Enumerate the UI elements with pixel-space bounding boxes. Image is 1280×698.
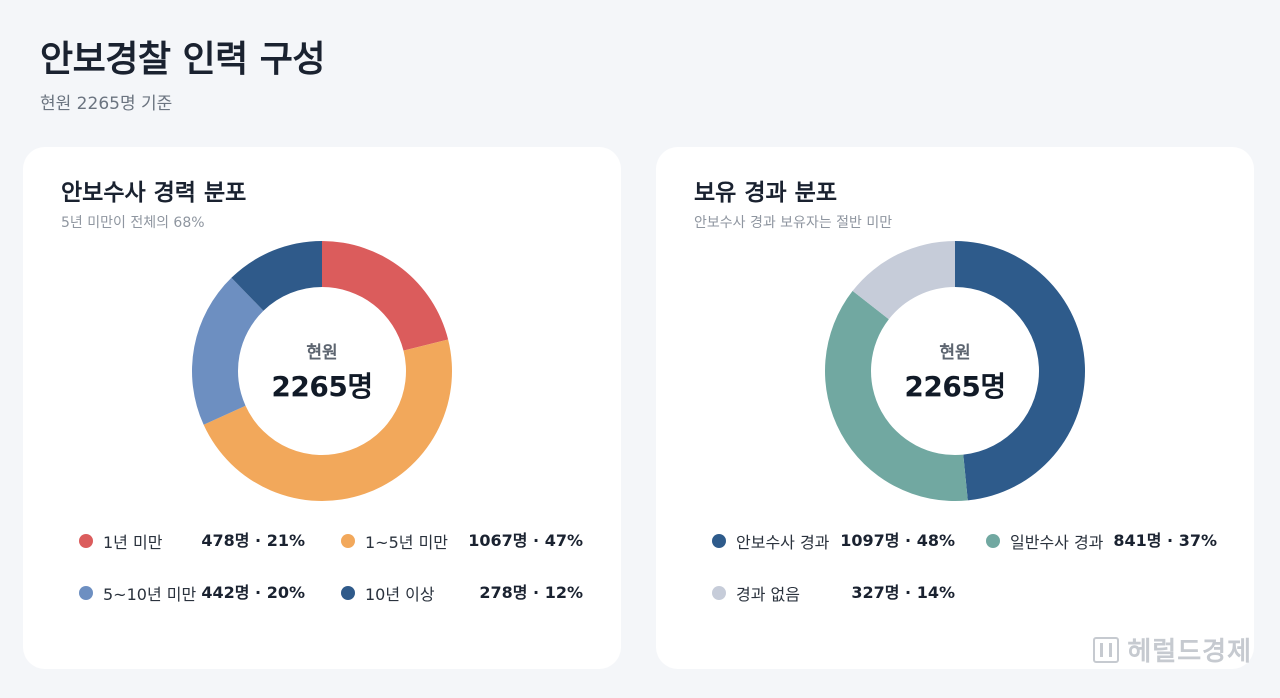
- legend-value: 278명 · 12%: [479, 583, 583, 602]
- legend-label: 10년 이상: [365, 585, 435, 604]
- legend-value: 442명 · 20%: [201, 583, 305, 602]
- publisher-logo-icon: [1093, 636, 1120, 663]
- legend-value: 841명 · 37%: [1113, 531, 1217, 550]
- legend-swatch: [341, 586, 355, 600]
- legend-item: 1년 미만 478명 · 21%: [79, 529, 305, 553]
- track-donut-chart: 현원 2265명: [824, 240, 1086, 502]
- donut-slice-4: [231, 241, 322, 311]
- legend-item: 경과 없음 327명 · 14%: [712, 581, 955, 605]
- track-distribution-card: 보유 경과 분포 안보수사 경과 보유자는 절반 미만 현원 2265명 안보수…: [656, 147, 1254, 669]
- card-title: 보유 경과 분포: [694, 180, 837, 206]
- donut-slice-1: [955, 241, 1085, 501]
- legend-swatch: [341, 534, 355, 548]
- legend-label: 일반수사 경과: [1010, 533, 1104, 552]
- legend-value: 478명 · 21%: [201, 531, 305, 550]
- legend-value: 1067명 · 47%: [468, 531, 583, 550]
- legend-item: 5~10년 미만 442명 · 20%: [79, 581, 305, 605]
- legend-swatch: [79, 586, 93, 600]
- donut-slice-3: [192, 277, 264, 425]
- legend-item: 안보수사 경과 1097명 · 48%: [712, 529, 955, 553]
- legend-label: 1~5년 미만: [365, 533, 449, 552]
- donut-slice-1: [322, 241, 449, 351]
- legend-swatch: [986, 534, 1000, 548]
- legend-value: 1097명 · 48%: [840, 531, 955, 550]
- legend-label: 경과 없음: [736, 585, 800, 604]
- card-subtitle: 5년 미만이 전체의 68%: [61, 215, 205, 231]
- legend-swatch: [79, 534, 93, 548]
- career-distribution-card: 안보수사 경력 분포 5년 미만이 전체의 68% 현원 2265명 1년 미만…: [23, 147, 621, 669]
- legend-swatch: [712, 534, 726, 548]
- legend-label: 1년 미만: [103, 533, 163, 552]
- card-title: 안보수사 경력 분포: [61, 180, 247, 206]
- legend-label: 5~10년 미만: [103, 585, 197, 604]
- legend-value: 327명 · 14%: [851, 583, 955, 602]
- legend-item: 1~5년 미만 1067명 · 47%: [341, 529, 583, 553]
- donut-slice-3: [852, 241, 955, 320]
- watermark-text: 헤럴드경제: [1127, 637, 1252, 667]
- card-subtitle: 안보수사 경과 보유자는 절반 미만: [694, 215, 893, 231]
- page-title: 안보경찰 인력 구성: [40, 39, 326, 80]
- publisher-watermark: 헤럴드경제: [1093, 631, 1252, 668]
- page-subtitle: 현원 2265명 기준: [40, 94, 173, 114]
- legend-item: 10년 이상 278명 · 12%: [341, 581, 583, 605]
- donut-slice-2: [203, 339, 453, 502]
- legend-swatch: [712, 586, 726, 600]
- donut-slice-2: [825, 290, 968, 501]
- legend-item: 일반수사 경과 841명 · 37%: [986, 529, 1217, 553]
- legend-label: 안보수사 경과: [736, 533, 830, 552]
- career-donut-chart: 현원 2265명: [191, 240, 453, 502]
